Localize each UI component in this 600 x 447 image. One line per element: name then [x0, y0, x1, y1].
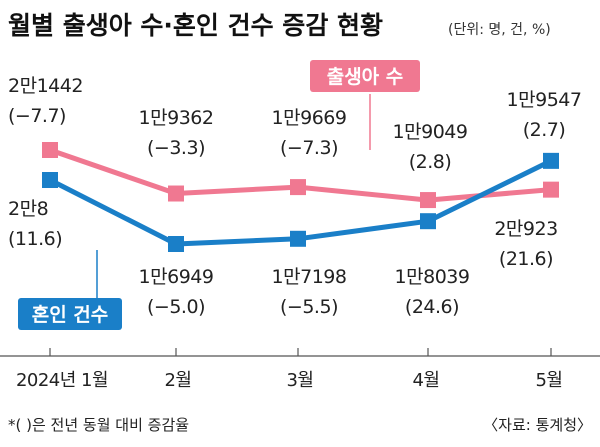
births-point-1 — [168, 185, 184, 202]
marriages-value-label-1: 1만6949 — [139, 266, 214, 288]
births-legend-box — [310, 60, 420, 92]
births-change-label-2: (−7.3) — [280, 137, 338, 159]
births-point-3 — [420, 192, 436, 209]
series-lines — [48, 147, 553, 247]
marriages-point-1 — [168, 236, 184, 252]
births-point-0 — [42, 142, 58, 158]
marriages-legend-box — [18, 298, 122, 330]
births-value-label-4: 1만9547 — [507, 89, 582, 111]
x-tick-label-2: 3월 — [286, 370, 313, 391]
births-change-label-4: (2.7) — [523, 119, 566, 141]
marriages-change-label-3: (24.6) — [405, 296, 459, 318]
marriages-point-0 — [42, 172, 58, 189]
marriages-change-label-1: (−5.0) — [147, 296, 205, 318]
births-change-label-0: (−7.7) — [8, 105, 66, 127]
marriages-value-label-3: 1만8039 — [395, 266, 470, 288]
chart-title: 월별 출생아 수·혼인 건수 증감 현황 — [8, 11, 383, 40]
marriages-change-label-2: (−5.5) — [280, 296, 338, 318]
births-value-label-0: 2만1442 — [8, 75, 83, 97]
source-note: 〈자료: 통계청〉 — [483, 416, 592, 434]
marriages-value-label-2: 1만7198 — [272, 266, 347, 288]
births-value-label-2: 1만9669 — [272, 107, 347, 129]
x-tick-label-1: 2월 — [164, 370, 191, 391]
births-change-label-3: (2.8) — [409, 151, 452, 173]
marriages-point-3 — [420, 213, 436, 230]
marriages-change-label-0: (11.6) — [8, 228, 62, 250]
marriages-point-4 — [543, 152, 559, 169]
data-labels: 2만1442 (−7.7) 1만9362 (−3.3) 1만9669 (−7.3) 1만90… — [8, 75, 582, 318]
marriages-legend-label: 혼인 건수 — [32, 303, 109, 326]
births-value-label-1: 1만9362 — [139, 107, 214, 129]
x-tick-marks — [49, 348, 552, 356]
x-tick-labels: 2024년 1월 2월 3월 4월 5월 — [16, 370, 563, 391]
births-value-label-3: 1만9049 — [393, 121, 468, 143]
x-tick-label-0: 2024년 1월 — [16, 370, 108, 391]
marriages-point-2 — [290, 230, 306, 247]
births-point-4 — [543, 181, 559, 198]
unit-note: (단위: 명, 건, %) — [448, 22, 551, 38]
footnote: *( )은 전년 동월 대비 증감율 — [8, 416, 189, 434]
births-change-label-1: (−3.3) — [147, 137, 205, 159]
marriages-change-label-4: (21.6) — [499, 248, 553, 270]
marriages-value-label-0: 2만8 — [8, 198, 48, 220]
births-legend-label: 출생아 수 — [327, 66, 404, 88]
marriages-value-label-4: 2만923 — [494, 218, 557, 240]
series-points — [42, 142, 559, 252]
x-tick-label-4: 5월 — [535, 370, 562, 391]
births-point-2 — [290, 179, 306, 196]
x-tick-label-3: 4월 — [412, 370, 439, 391]
